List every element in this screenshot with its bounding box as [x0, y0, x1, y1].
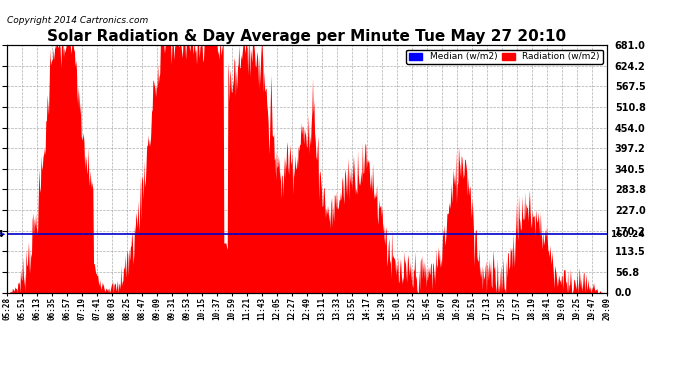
Text: 160.24: 160.24	[610, 230, 645, 239]
Legend: Median (w/m2), Radiation (w/m2): Median (w/m2), Radiation (w/m2)	[406, 50, 602, 64]
Title: Solar Radiation & Day Average per Minute Tue May 27 20:10: Solar Radiation & Day Average per Minute…	[48, 29, 566, 44]
Text: Copyright 2014 Cartronics.com: Copyright 2014 Cartronics.com	[7, 16, 148, 25]
Text: 160.24: 160.24	[0, 230, 4, 239]
